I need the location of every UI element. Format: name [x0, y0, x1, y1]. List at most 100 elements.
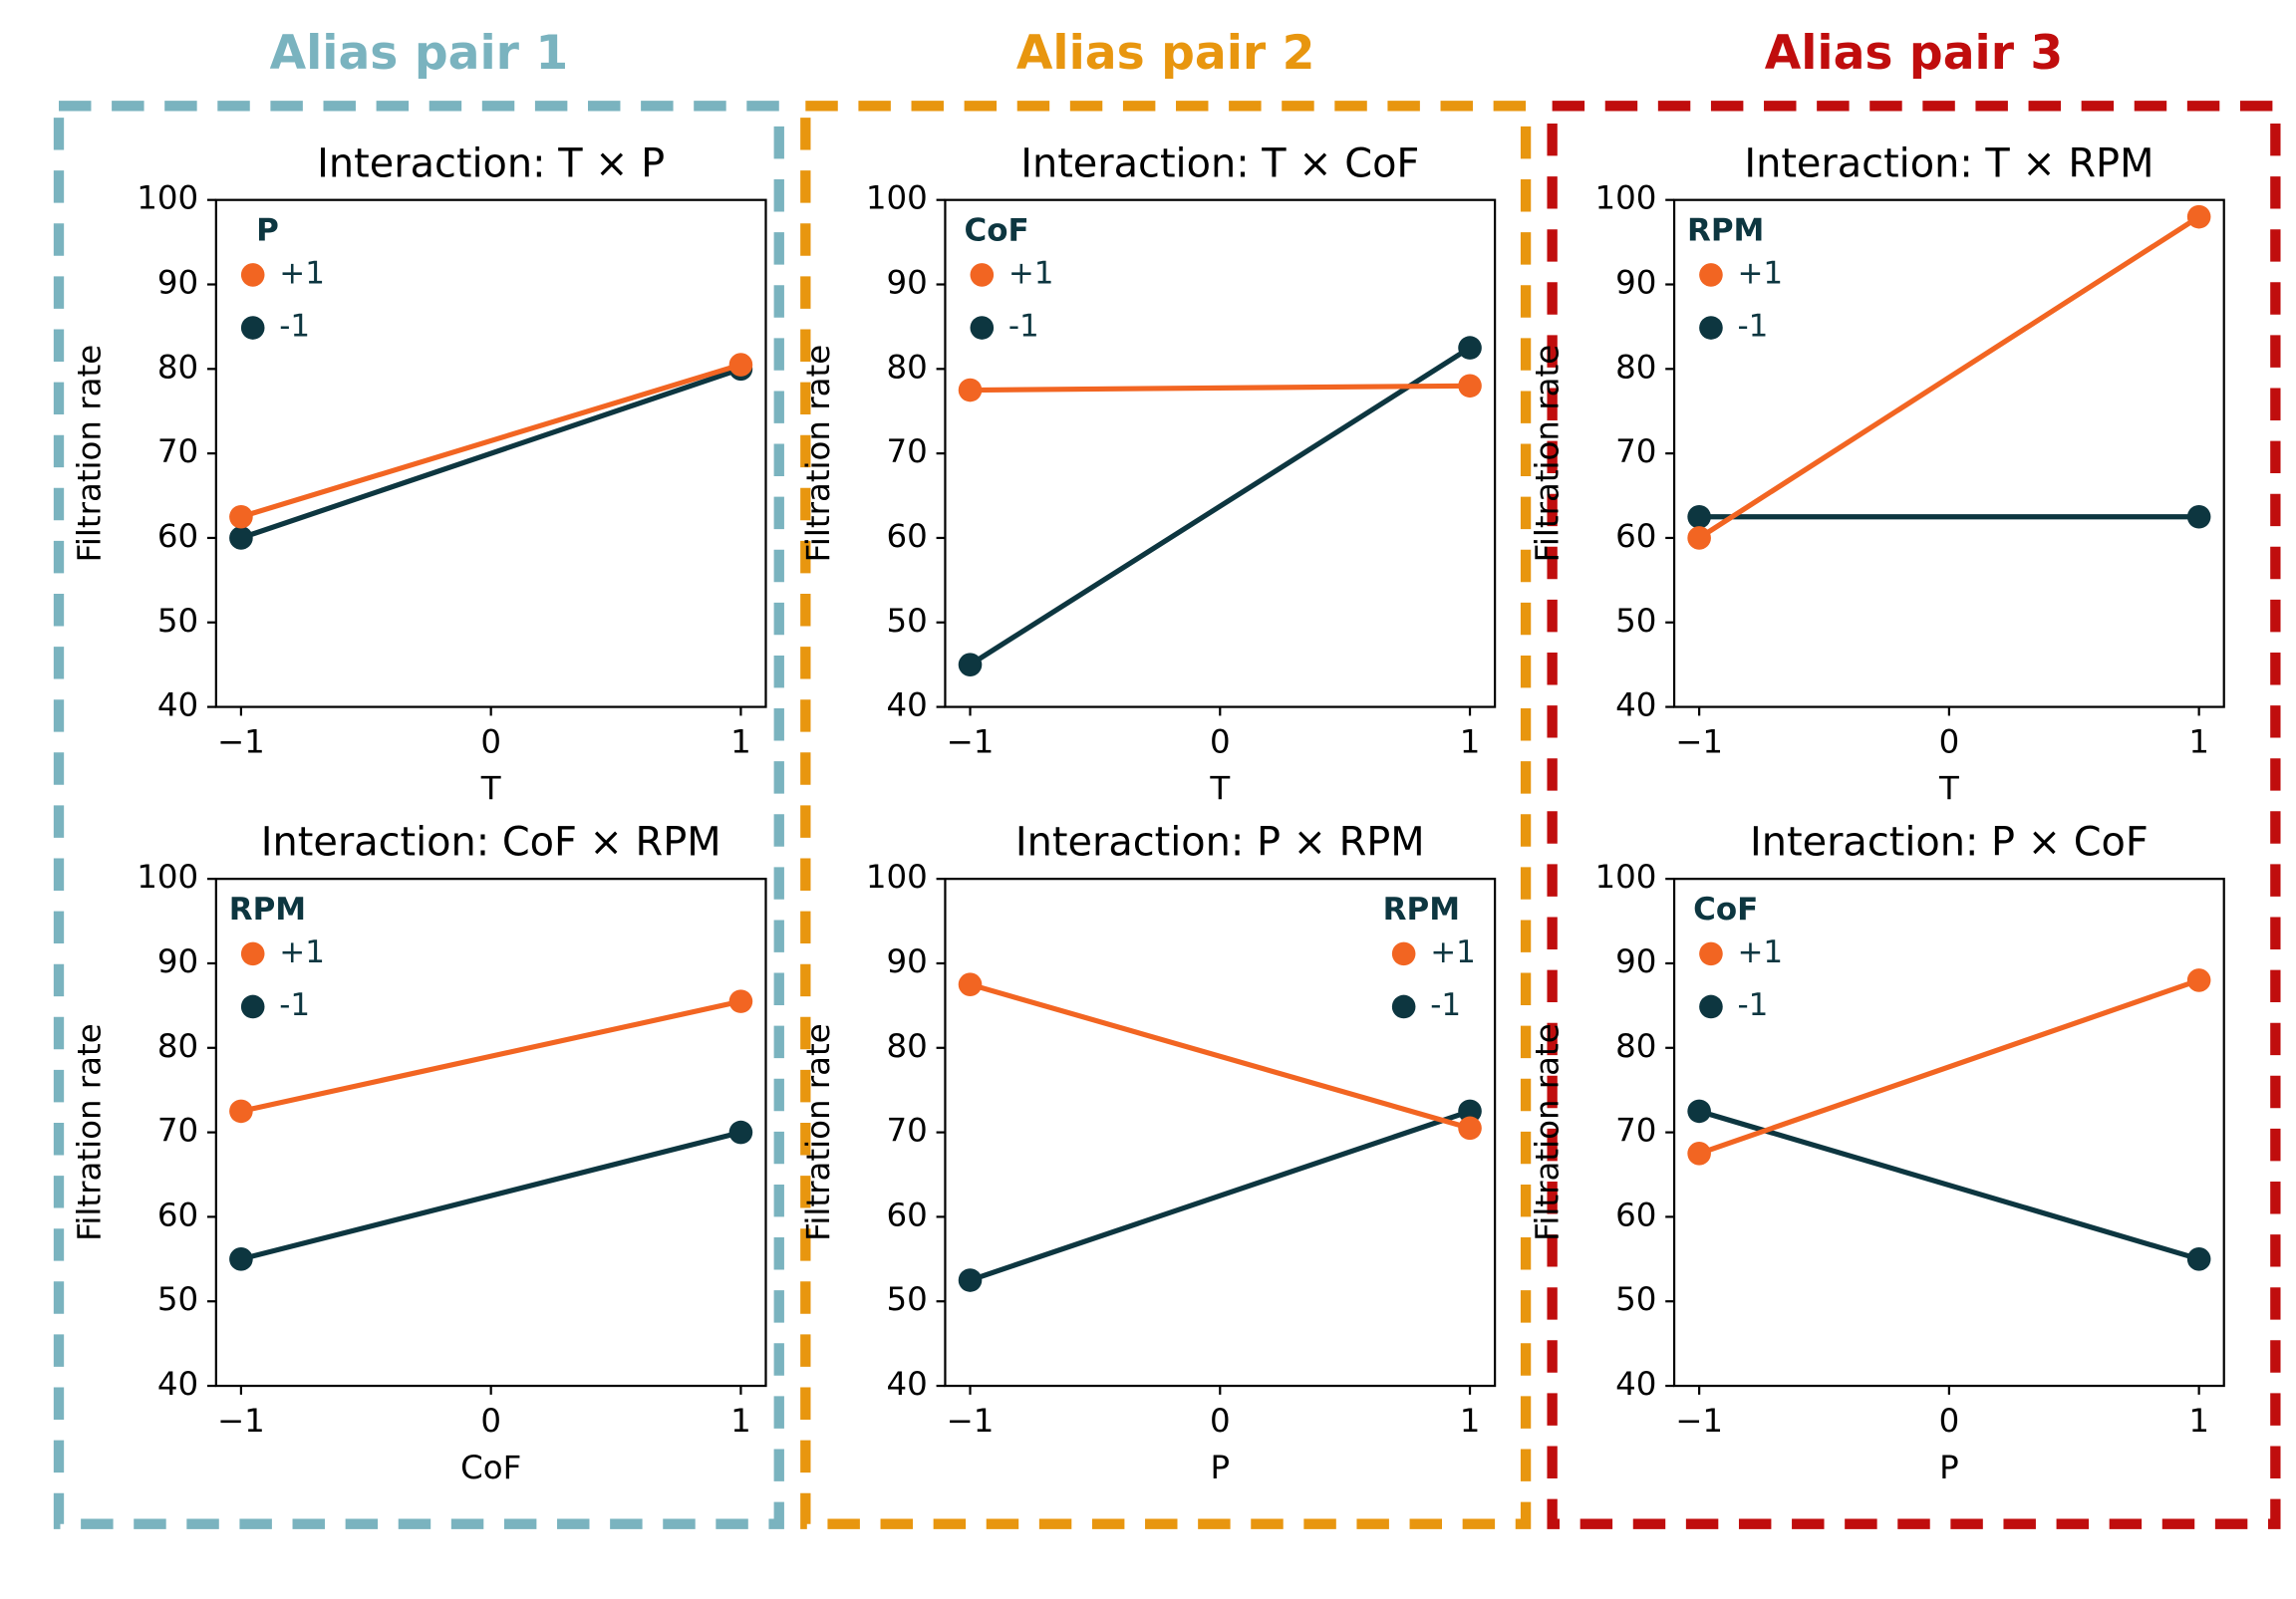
y-tick-label: 70 [886, 432, 927, 470]
y-tick-label: 40 [886, 1365, 927, 1403]
series-line [240, 366, 742, 541]
y-tick-label: 80 [886, 1027, 927, 1065]
series-line [240, 998, 741, 1114]
group-box [1547, 101, 2281, 1529]
y-tick-label: 90 [157, 942, 198, 980]
legend-marker [240, 316, 265, 340]
data-point [958, 972, 983, 996]
legend-marker [240, 263, 265, 287]
y-tick-label: 50 [157, 602, 198, 640]
x-axis-label: P [1939, 1449, 1959, 1486]
data-point [1458, 1116, 1482, 1141]
y-tick-label: 60 [1615, 517, 1656, 555]
data-point [958, 1268, 983, 1292]
data-point [1458, 374, 1482, 399]
y-tick-label: 70 [157, 1112, 198, 1150]
y-tick-label: 50 [1615, 1280, 1656, 1318]
x-axis-label: T [1938, 770, 1959, 808]
x-tick-label: 1 [1460, 722, 1481, 760]
y-tick-label: 80 [157, 348, 198, 386]
group-box [800, 101, 1532, 1529]
data-point [958, 653, 983, 676]
y-tick-label: 60 [886, 1196, 927, 1233]
legend-marker [1391, 941, 1416, 966]
y-tick-label: 100 [866, 179, 928, 217]
y-tick-label: 70 [1615, 432, 1656, 470]
x-tick-label: 1 [730, 1402, 751, 1440]
legend-label: +1 [1737, 934, 1783, 970]
data-point [2186, 968, 2211, 992]
data-point [229, 526, 253, 550]
chart-title: Interaction: P × CoF [1750, 820, 2149, 866]
series-line [969, 981, 1471, 1131]
data-point [728, 989, 753, 1013]
x-tick-label: 1 [730, 722, 751, 760]
legend-label: -1 [1008, 309, 1039, 345]
legend-marker [1391, 994, 1416, 1019]
legend-marker [970, 263, 995, 287]
data-point [2186, 504, 2211, 529]
chart-title: Interaction: CoF × RPM [261, 820, 721, 866]
y-tick-label: 90 [1615, 942, 1656, 980]
data-point [229, 1247, 253, 1271]
legend-marker [240, 994, 265, 1019]
y-tick-label: 100 [866, 858, 928, 896]
legend-label: -1 [1737, 987, 1768, 1023]
y-tick-label: 80 [157, 1027, 198, 1065]
plot-area [1672, 198, 2225, 708]
y-tick-label: 40 [157, 1365, 198, 1403]
y-tick-label: 60 [1615, 1196, 1656, 1233]
legend-title: RPM [1687, 213, 1764, 249]
data-point [1687, 504, 1711, 529]
y-tick-label: 90 [1615, 264, 1656, 302]
series-line [969, 1108, 1471, 1283]
y-axis-label: Filtration rate [70, 345, 108, 563]
x-tick-label: −1 [217, 1402, 265, 1440]
x-tick-label: −1 [1675, 1402, 1723, 1440]
y-tick-label: 100 [1594, 179, 1656, 217]
x-tick-label: −1 [947, 722, 995, 760]
x-tick-label: 0 [1210, 722, 1231, 760]
series-line [1698, 1108, 2200, 1262]
data-point [728, 353, 753, 377]
x-axis-label: T [480, 770, 501, 808]
y-tick-label: 100 [1594, 858, 1656, 896]
chart-title: Interaction: P × RPM [1015, 820, 1425, 866]
y-tick-label: 100 [137, 179, 198, 217]
x-tick-label: 0 [480, 722, 501, 760]
x-axis-label: T [1209, 770, 1230, 808]
y-tick-label: 50 [1615, 602, 1656, 640]
chart-title: Interaction: T × CoF [1020, 140, 1419, 186]
data-point [1687, 526, 1711, 550]
x-tick-label: 0 [1210, 1402, 1231, 1440]
y-tick-label: 70 [157, 432, 198, 470]
x-tick-label: 1 [1460, 1402, 1481, 1440]
x-tick-label: −1 [947, 1402, 995, 1440]
legend-marker [1699, 263, 1723, 287]
y-tick-label: 70 [886, 1112, 927, 1150]
y-axis-label: Filtration rate [1529, 1023, 1567, 1241]
x-tick-label: 0 [1939, 722, 1960, 760]
legend-label: +1 [1008, 255, 1054, 291]
y-axis-label: Filtration rate [1529, 345, 1567, 563]
series-line [970, 383, 1471, 394]
legend-marker [1699, 941, 1723, 966]
y-tick-label: 40 [886, 686, 927, 724]
legend-label: +1 [279, 934, 325, 970]
x-tick-label: 0 [480, 1402, 501, 1440]
legend-marker [970, 316, 995, 340]
group-title: Alias pair 2 [1016, 26, 1315, 81]
data-point [229, 504, 253, 529]
x-tick-label: 1 [2188, 722, 2209, 760]
y-tick-label: 60 [157, 1196, 198, 1233]
series-line [240, 1130, 742, 1262]
data-point [1458, 336, 1482, 360]
x-tick-label: −1 [217, 722, 265, 760]
chart-title: Interaction: T × RPM [1744, 140, 2153, 186]
y-tick-label: 80 [886, 348, 927, 386]
series-line [240, 362, 742, 520]
y-axis-label: Filtration rate [799, 1023, 837, 1241]
series-line [1697, 214, 2201, 541]
legend-title: CoF [964, 213, 1028, 249]
legend-marker [240, 941, 265, 966]
